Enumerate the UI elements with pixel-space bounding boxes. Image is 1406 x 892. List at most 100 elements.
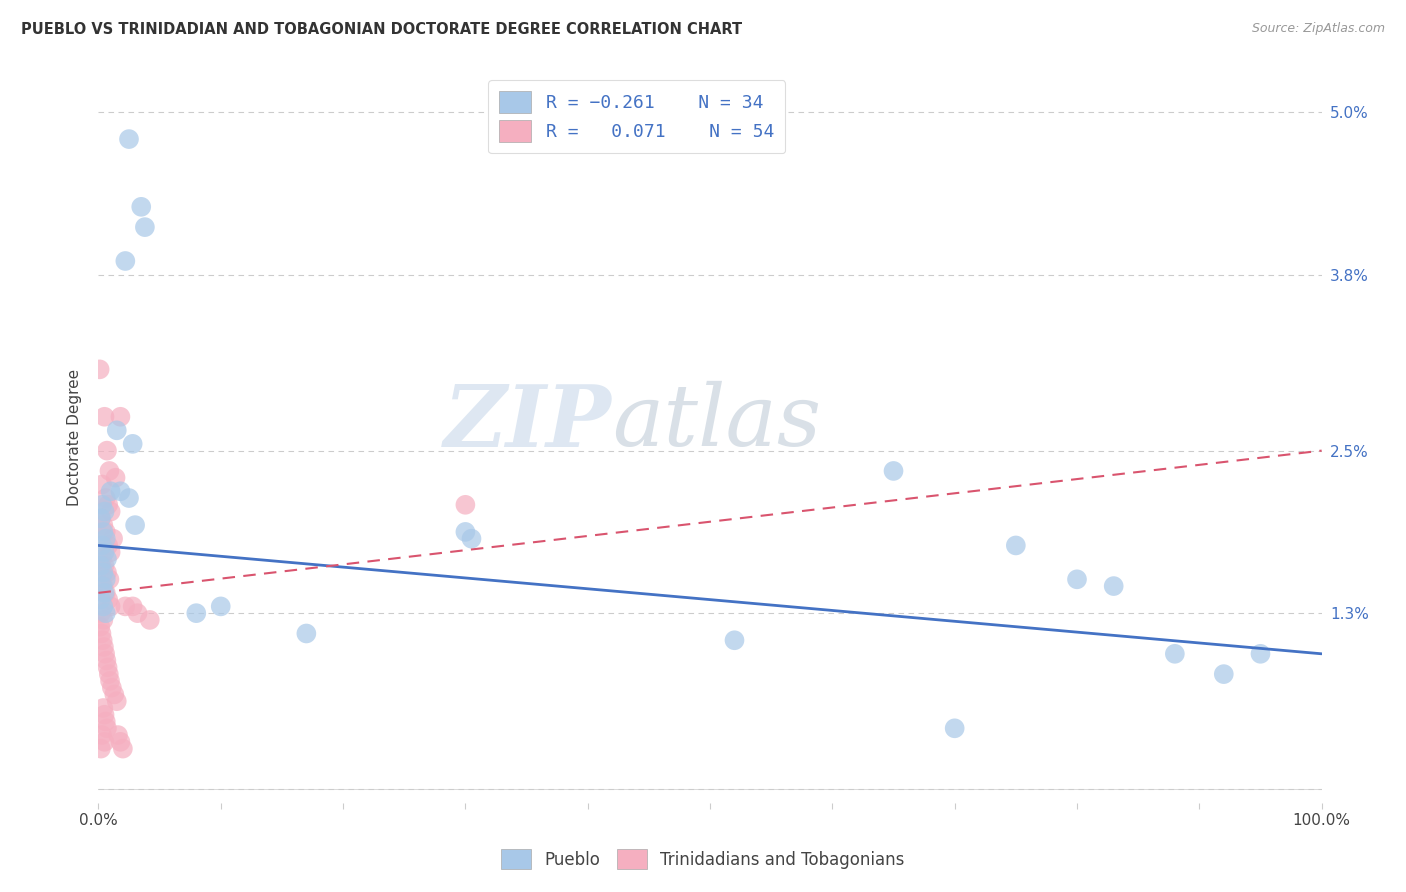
Point (104, 471, 127, 485)
Text: Source: ZipAtlas.com: Source: ZipAtlas.com (1251, 22, 1385, 36)
Point (460, 532, 482, 546)
Point (723, 633, 745, 648)
Point (943, 721, 966, 735)
Point (89, 620, 111, 634)
Point (91, 518, 114, 533)
Point (110, 484, 132, 499)
Point (110, 409, 132, 424)
Point (100, 484, 122, 499)
Point (118, 132, 141, 146)
Point (103, 688, 125, 702)
Point (96, 654, 118, 668)
Point (186, 606, 208, 620)
Point (1004, 538, 1026, 552)
Point (97, 667, 120, 681)
Text: PUEBLO VS TRINIDADIAN AND TOBAGONIAN DOCTORATE DEGREE CORRELATION CHART: PUEBLO VS TRINIDADIAN AND TOBAGONIAN DOC… (21, 22, 742, 37)
Point (93, 409, 115, 424)
Point (1164, 647, 1187, 661)
Point (93, 545, 115, 559)
Point (91, 579, 114, 593)
Point (101, 681, 124, 695)
Point (94, 647, 117, 661)
Point (93, 558, 115, 573)
Point (97, 538, 120, 552)
Point (295, 626, 318, 640)
Point (883, 464, 905, 478)
Point (91, 498, 114, 512)
Point (94, 491, 117, 505)
Point (96, 566, 118, 580)
Point (93, 735, 115, 749)
Point (454, 498, 477, 512)
Point (91, 633, 114, 648)
Point (93, 586, 115, 600)
Point (111, 741, 134, 756)
Point (114, 254, 136, 268)
Point (105, 694, 128, 708)
Point (97, 498, 120, 512)
Point (96, 721, 118, 735)
Point (100, 599, 122, 614)
Point (91, 552, 114, 566)
Point (97, 592, 120, 607)
Point (91, 524, 114, 539)
Point (98, 673, 121, 688)
Point (90, 511, 112, 525)
Point (91, 613, 114, 627)
Point (93, 707, 115, 722)
Point (1102, 579, 1125, 593)
Point (209, 599, 232, 614)
Point (114, 599, 136, 614)
Point (100, 545, 122, 559)
Point (1212, 667, 1234, 681)
Point (93, 640, 115, 654)
Point (90, 592, 112, 607)
Text: ZIP: ZIP (444, 381, 612, 464)
Point (90, 606, 112, 620)
Point (129, 200, 152, 214)
Point (118, 491, 141, 505)
Point (91, 538, 114, 552)
Point (139, 613, 162, 627)
Point (96, 552, 118, 566)
Legend: R = −0.261    N = 34, R =   0.071    N = 54: R = −0.261 N = 34, R = 0.071 N = 54 (488, 80, 785, 153)
Point (134, 220, 156, 235)
Point (90, 511, 112, 525)
Point (91, 701, 114, 715)
Legend: Pueblo, Trinidadians and Tobagonians: Pueblo, Trinidadians and Tobagonians (491, 838, 915, 880)
Point (91, 599, 114, 614)
Point (93, 505, 115, 519)
Point (107, 728, 129, 742)
Point (101, 532, 124, 546)
Point (94, 532, 117, 546)
Point (94, 572, 117, 586)
Point (94, 524, 117, 539)
Point (105, 423, 128, 437)
Point (98, 572, 121, 586)
Point (94, 586, 117, 600)
Point (98, 464, 121, 478)
Point (124, 518, 146, 533)
Point (90, 741, 112, 756)
Point (91, 566, 114, 580)
Point (90, 626, 112, 640)
Point (91, 477, 114, 491)
Point (121, 437, 143, 451)
Point (454, 524, 477, 539)
Point (90, 558, 112, 573)
Text: atlas: atlas (612, 381, 821, 464)
Point (91, 579, 114, 593)
Point (91, 728, 114, 742)
Point (97, 660, 120, 674)
Point (127, 606, 149, 620)
Point (121, 599, 143, 614)
Point (100, 505, 122, 519)
Point (94, 606, 117, 620)
Point (1250, 647, 1272, 661)
Point (1066, 572, 1088, 586)
Point (110, 735, 132, 749)
Y-axis label: Doctorate Degree: Doctorate Degree (67, 368, 83, 506)
Point (96, 443, 118, 458)
Point (89, 362, 111, 376)
Point (94, 714, 117, 729)
